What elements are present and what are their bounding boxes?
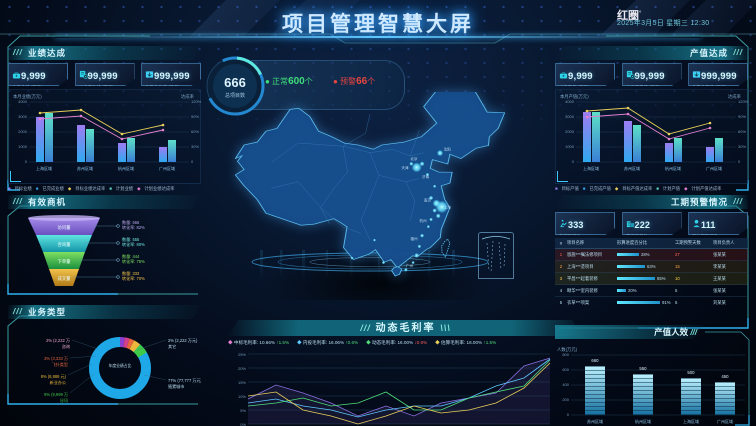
svg-text:2% (2,222 万元): 2% (2,222 万元)	[168, 338, 198, 343]
svg-text:广州区域: 广州区域	[717, 418, 733, 424]
svg-text:广州区域: 广州区域	[159, 165, 175, 171]
svg-text:福州: 福州	[410, 236, 418, 241]
svg-text:北京: 北京	[410, 156, 418, 161]
svg-text:2000: 2000	[565, 129, 575, 134]
svg-text:5%: 5%	[240, 408, 246, 413]
svg-text:1000: 1000	[565, 144, 575, 149]
svg-text:苏州区域: 苏州区域	[624, 165, 640, 171]
svg-text:下单量: 下单量	[58, 258, 72, 265]
svg-text:济南: 济南	[422, 174, 430, 179]
svg-text:杭州区域: 杭州区域	[635, 418, 651, 424]
svg-text:77% (77,777 万元): 77% (77,777 万元)	[168, 378, 201, 383]
svg-text:120%: 120%	[738, 99, 749, 104]
svg-text:0: 0	[738, 159, 741, 164]
svg-text:120%: 120%	[191, 99, 202, 104]
svg-text:8% (8,888 元): 8% (8,888 元)	[41, 374, 67, 379]
svg-text:0: 0	[25, 159, 28, 164]
svg-text:杭州区域: 杭州区域	[665, 165, 681, 171]
svg-text:殖累城市: 殖累城市	[168, 383, 184, 389]
svg-text:沈阳: 沈阳	[444, 146, 452, 151]
svg-text:3000: 3000	[565, 114, 575, 119]
svg-text:转化率: 70%: 转化率: 70%	[122, 275, 145, 281]
svg-text:450: 450	[721, 374, 729, 379]
svg-text:550: 550	[639, 366, 647, 371]
svg-text:60%: 60%	[738, 129, 746, 134]
svg-text:其它: 其它	[168, 343, 176, 349]
svg-text:转化率: 80%: 转化率: 80%	[122, 241, 145, 247]
svg-text:咨询量: 咨询量	[58, 241, 72, 248]
svg-text:0%: 0%	[240, 422, 246, 426]
svg-text:年度业绩占比: 年度业绩占比	[109, 363, 132, 368]
svg-text:咨询: 咨询	[62, 343, 70, 349]
svg-text:杭州区域: 杭州区域	[118, 165, 134, 171]
svg-text:60%: 60%	[191, 129, 199, 134]
svg-text:天津: 天津	[401, 165, 409, 170]
svg-text:新业办公: 新业办公	[50, 379, 66, 385]
svg-text:飞针类型: 飞针类型	[52, 361, 68, 367]
svg-text:2000: 2000	[18, 129, 28, 134]
svg-text:转化率: 75%: 转化率: 75%	[122, 258, 145, 264]
svg-text:杭州: 杭州	[419, 218, 427, 223]
svg-text:9% (9,999 万: 9% (9,999 万	[44, 392, 68, 397]
svg-text:90%: 90%	[738, 114, 746, 119]
svg-text:4000: 4000	[565, 99, 575, 104]
svg-text:800: 800	[562, 352, 569, 357]
svg-text:3000: 3000	[18, 114, 28, 119]
svg-text:4000: 4000	[18, 99, 28, 104]
svg-text:90%: 90%	[191, 114, 199, 119]
svg-text:访问量: 访问量	[58, 224, 72, 231]
svg-text:0: 0	[572, 159, 575, 164]
svg-text:666: 666	[224, 75, 246, 90]
svg-text:30%: 30%	[191, 144, 199, 149]
svg-text:上海区域: 上海区域	[36, 165, 52, 171]
svg-text:南京: 南京	[424, 198, 432, 203]
svg-text:上海: 上海	[444, 205, 452, 210]
svg-text:上海区域: 上海区域	[583, 165, 599, 171]
svg-text:25%: 25%	[238, 352, 246, 357]
svg-text:400: 400	[562, 382, 569, 387]
svg-text:660: 660	[591, 358, 599, 363]
svg-text:上海区域: 上海区域	[683, 418, 699, 424]
svg-text:转化率: 82%: 转化率: 82%	[122, 224, 145, 230]
svg-text:谷讯: 谷讯	[60, 397, 68, 403]
svg-text:苏州区域: 苏州区域	[587, 418, 603, 424]
svg-text:1000: 1000	[18, 144, 28, 149]
svg-text:广州区域: 广州区域	[706, 165, 722, 171]
svg-text:成交量: 成交量	[58, 275, 72, 282]
svg-text:2% (2,222 万: 2% (2,222 万	[46, 338, 70, 343]
svg-text:500: 500	[687, 370, 695, 375]
svg-text:600: 600	[562, 367, 569, 372]
svg-text:0: 0	[567, 412, 570, 417]
svg-text:0: 0	[191, 159, 194, 164]
svg-text:200: 200	[562, 397, 569, 402]
svg-text:10%: 10%	[238, 394, 246, 399]
svg-text:30%: 30%	[738, 144, 746, 149]
svg-text:3% (3,333 万: 3% (3,333 万	[44, 356, 68, 361]
svg-text:20%: 20%	[238, 366, 246, 371]
svg-text:广州: 广州	[406, 263, 414, 268]
svg-text:苏州区域: 苏州区域	[77, 165, 93, 171]
svg-text:15%: 15%	[238, 380, 246, 385]
